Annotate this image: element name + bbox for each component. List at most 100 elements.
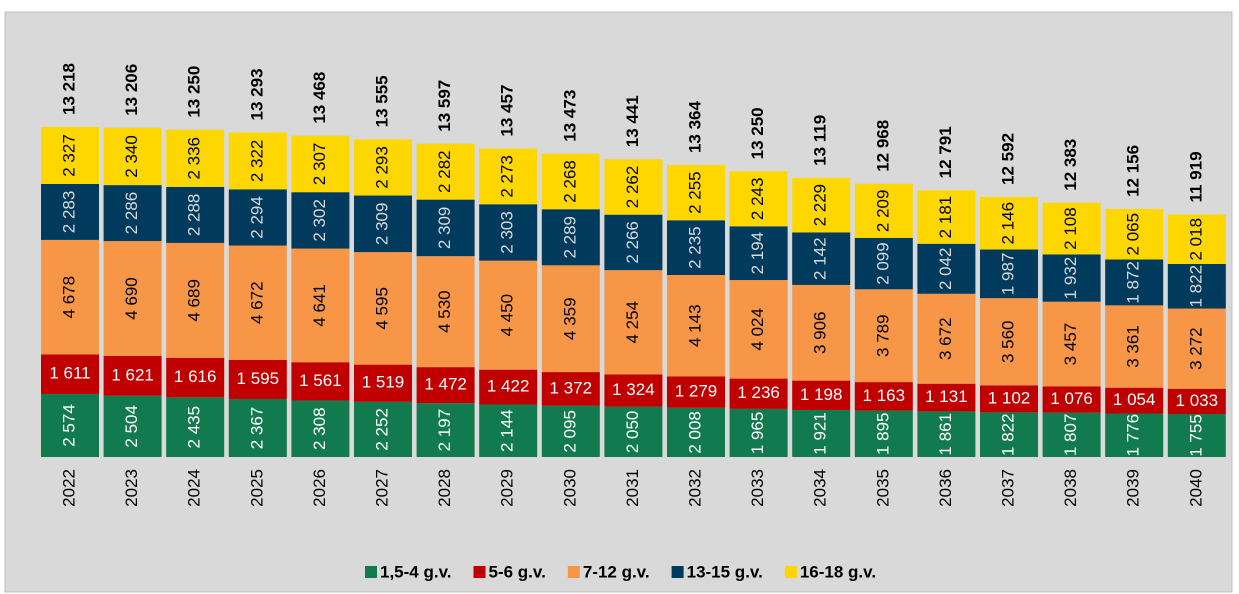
data-label: 2 262 — [623, 166, 642, 209]
data-label: 2 197 — [435, 409, 454, 452]
bar-segment — [729, 226, 788, 281]
data-label: 4 450 — [498, 294, 517, 337]
x-tick-label: 2028 — [435, 469, 454, 507]
bar-segment — [1105, 259, 1164, 306]
x-tick-label: 2038 — [1061, 469, 1080, 507]
data-label: 2 243 — [748, 178, 767, 221]
bar-segment — [854, 410, 913, 457]
bar-segment — [41, 183, 99, 240]
data-label: 2 255 — [685, 171, 704, 214]
bar-segment — [416, 403, 475, 457]
legend-swatch — [671, 566, 684, 578]
data-label: 2 293 — [372, 146, 391, 189]
bar-segment — [1105, 305, 1164, 388]
data-label: 4 690 — [122, 277, 141, 320]
bar-segment — [729, 280, 788, 379]
bar-segment — [541, 405, 600, 457]
total-label: 12 156 — [1124, 145, 1143, 197]
data-label: 2 229 — [811, 184, 830, 227]
bar-segment — [479, 260, 538, 370]
bar-segment — [354, 139, 412, 196]
total-label: 13 473 — [560, 90, 579, 142]
total-label: 13 457 — [498, 85, 517, 137]
bar-segment — [479, 148, 538, 205]
x-tick-label: 2033 — [748, 469, 767, 507]
total-label: 13 119 — [811, 115, 830, 166]
bar-segment — [41, 393, 99, 457]
bar-segment — [1167, 308, 1226, 389]
data-label: 2 146 — [998, 202, 1017, 245]
total-label: 13 364 — [685, 100, 704, 153]
bar-segment — [604, 374, 663, 407]
bar-segment — [228, 399, 287, 457]
bar-segment — [604, 214, 663, 271]
total-label: 13 441 — [623, 95, 642, 147]
data-label: 1 519 — [362, 373, 405, 392]
bar-segment — [729, 408, 788, 457]
bar-segment — [1167, 214, 1226, 264]
bar-segment — [604, 406, 663, 457]
bar-segment — [103, 395, 162, 457]
data-label: 2 435 — [185, 406, 204, 449]
bar-segment — [729, 378, 788, 409]
bar-segment — [667, 220, 725, 276]
data-label: 4 254 — [623, 301, 642, 344]
data-label: 1 054 — [1113, 390, 1156, 409]
bar-segment — [103, 127, 162, 186]
bar-segment — [479, 204, 538, 261]
data-label: 4 024 — [748, 308, 767, 351]
data-label: 1 807 — [1061, 414, 1080, 457]
data-label: 1 611 — [49, 364, 90, 383]
data-label: 2 099 — [873, 242, 892, 285]
bar-segment — [541, 153, 600, 210]
legend-label: 13-15 g.v. — [687, 562, 763, 581]
data-label: 2 018 — [1186, 218, 1205, 261]
bar-segment — [416, 367, 475, 404]
bar-segment — [416, 199, 475, 257]
bar-segment — [917, 293, 976, 384]
data-label: 2 065 — [1124, 213, 1143, 256]
bar-segment — [980, 196, 1038, 250]
data-label: 2 303 — [498, 211, 517, 254]
bar-segment — [479, 369, 538, 405]
bar-segment — [792, 380, 851, 410]
bar-segment — [354, 252, 412, 365]
data-label: 2 108 — [1061, 207, 1080, 250]
bar-segment — [667, 275, 725, 377]
bar-segment — [291, 192, 350, 249]
bar-segment — [541, 265, 600, 373]
x-tick-label: 2040 — [1186, 469, 1205, 507]
data-label: 2 322 — [247, 140, 266, 183]
bar-segment — [228, 359, 287, 400]
data-label: 4 672 — [247, 281, 266, 324]
bar-segment — [541, 209, 600, 266]
data-label: 2 294 — [247, 196, 266, 239]
data-label: 4 595 — [372, 287, 391, 330]
data-label: 1 921 — [811, 412, 830, 455]
data-label: 1 198 — [800, 385, 843, 404]
data-label: 1 822 — [998, 413, 1017, 456]
bar-segment — [228, 189, 287, 246]
x-tick-label: 2024 — [185, 469, 204, 507]
total-label: 13 250 — [185, 66, 204, 118]
bar-segment — [917, 411, 976, 457]
data-label: 3 672 — [936, 317, 955, 360]
data-label: 2 181 — [936, 196, 955, 239]
bar-segment — [1105, 413, 1164, 457]
legend-label: 7-12 g.v. — [583, 562, 650, 581]
x-tick-label: 2029 — [498, 469, 517, 507]
bar-segment — [354, 364, 412, 402]
bar-segment — [166, 357, 225, 398]
x-tick-label: 2032 — [685, 469, 704, 507]
data-label: 2 504 — [122, 405, 141, 448]
x-tick-label: 2036 — [936, 469, 955, 507]
data-label: 1 422 — [487, 377, 530, 396]
bar-segment — [41, 127, 99, 184]
data-label: 2 340 — [122, 135, 141, 178]
data-label: 2 042 — [936, 247, 955, 290]
bar-segment — [416, 143, 475, 200]
data-label: 4 143 — [685, 304, 704, 347]
bar-segment — [604, 270, 663, 375]
bar-segment — [917, 383, 976, 412]
